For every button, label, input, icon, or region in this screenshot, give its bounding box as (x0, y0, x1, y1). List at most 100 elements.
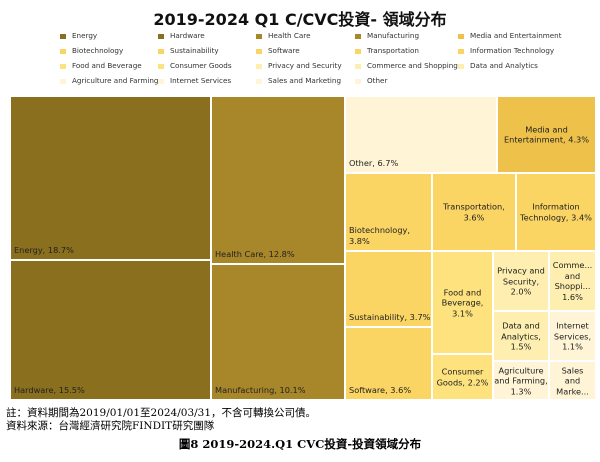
treemap-tile-health-care: Health Care, 12.8% (211, 96, 345, 264)
footer-note: 註：資料期間為2019/01/01至2024/03/31，不含可轉換公司債。 (6, 407, 317, 419)
treemap-tile-label: Agriculture and Farming, 1.3% (494, 364, 548, 396)
legend-item: Internet Services (158, 75, 231, 87)
legend-swatch (458, 63, 464, 69)
legend-item: Biotechnology (60, 45, 123, 57)
treemap-tile-label: Transportation, 3.6% (443, 201, 505, 223)
legend-item: Privacy and Security (256, 60, 342, 72)
legend-label: Internet Services (170, 76, 232, 85)
legend-item: Sustainability (158, 45, 219, 57)
legend-swatch (60, 78, 66, 84)
treemap-tile-label: Internet Services, 1.1% (553, 320, 592, 352)
legend-swatch (256, 33, 262, 39)
treemap-tile-other: Other, 6.7% (345, 96, 497, 173)
legend-item: Manufacturing (355, 30, 419, 42)
legend-swatch (256, 63, 262, 69)
legend-swatch (458, 48, 464, 54)
legend-label: Health Care (268, 31, 311, 40)
legend-label: Sustainability (170, 46, 219, 55)
treemap-tile-label: Media and Entertainment, 4.3% (503, 124, 590, 145)
legend-label: Information Technology (470, 46, 555, 55)
legend-label: Software (268, 46, 300, 55)
legend-label: Hardware (170, 31, 205, 40)
legend-swatch (60, 63, 66, 69)
legend-swatch (60, 33, 66, 39)
legend-label: Commerce and Shopping (367, 61, 458, 70)
treemap-tile-data-and-analytics: Data and Analytics, 1.5% (493, 311, 549, 361)
treemap-tile-manufacturing: Manufacturing, 10.1% (211, 264, 345, 400)
legend-item: Health Care (256, 30, 311, 42)
treemap-chart: Energy, 18.7% Hardware, 15.5% Health Care,… (10, 96, 596, 400)
legend-swatch (458, 33, 464, 39)
legend-item: Hardware (158, 30, 205, 42)
legend-swatch (158, 78, 164, 84)
legend-swatch (355, 33, 361, 39)
treemap-tile-food-and-beverage: Food and Beverage, 3.1% (432, 251, 493, 354)
treemap-tile-label: Data and Analytics, 1.5% (501, 320, 541, 352)
treemap-tile-label: Health Care, 12.8% (215, 248, 295, 259)
legend-label: Biotechnology (72, 46, 124, 55)
treemap-tile-label: Comme... and Shoppi... 1.6% (552, 260, 593, 302)
legend-item: Sales and Marketing (256, 75, 341, 87)
treemap-tile-energy: Energy, 18.7% (10, 96, 211, 260)
legend-label: Other (367, 76, 388, 85)
legend-label: Data and Analytics (470, 61, 538, 70)
treemap-tile-label: Sustainability, 3.7% (349, 311, 431, 322)
legend-label: Manufacturing (367, 31, 420, 40)
legend-swatch (60, 48, 66, 54)
treemap-tile-label: Privacy and Security, 2.0% (497, 265, 545, 297)
legend-swatch (355, 63, 361, 69)
treemap-tile-label: Sales and Marke... (556, 364, 589, 396)
treemap-tile-label: Energy, 18.7% (14, 244, 74, 255)
treemap-tile-information-technology: Information Technology, 3.4% (516, 173, 596, 251)
legend-label: Privacy and Security (268, 61, 342, 70)
treemap-tile-biotechnology: Biotechnology, 3.8% (345, 173, 432, 251)
legend-item: Media and Entertainment (458, 30, 562, 42)
legend-item: Software (256, 45, 300, 57)
legend-item: Data and Analytics (458, 60, 538, 72)
figure-caption: 圖8 2019-2024.Q1 CVC投資-投資領域分布 (178, 437, 422, 451)
treemap-tile-sustainability: Sustainability, 3.7% (345, 251, 432, 327)
treemap-tile-consumer-goods: Consumer Goods, 2.2% (432, 354, 493, 400)
treemap-tile-label: Hardware, 15.5% (14, 384, 85, 395)
legend-swatch (158, 63, 164, 69)
legend-item: Other (355, 75, 387, 87)
treemap-tile-software: Software, 3.6% (345, 327, 432, 400)
legend-label: Agriculture and Farming (72, 76, 159, 85)
treemap-tile-transportation: Transportation, 3.6% (432, 173, 516, 251)
legend-item: Commerce and Shopping (355, 60, 458, 72)
footer-source: 資料來源：台灣經濟研究院FINDIT研究團隊 (6, 420, 215, 432)
legend-item: Transportation (355, 45, 419, 57)
treemap-tile-label: Other, 6.7% (349, 157, 399, 168)
legend-label: Energy (72, 31, 98, 40)
treemap-tile-privacy-and-security: Privacy and Security, 2.0% (493, 251, 549, 311)
treemap-tile-media-and-entertainment: Media and Entertainment, 4.3% (497, 96, 596, 173)
legend-item: Energy (60, 30, 97, 42)
legend-label: Consumer Goods (170, 61, 232, 70)
legend-item: Agriculture and Farming (60, 75, 158, 87)
treemap-tile-hardware: Hardware, 15.5% (10, 260, 211, 400)
legend-label: Transportation (367, 46, 419, 55)
treemap-tile-label: Food and Beverage, 3.1% (441, 286, 484, 318)
treemap-tile-internet-services: Internet Services, 1.1% (549, 311, 596, 361)
legend-swatch (158, 48, 164, 54)
legend-swatch (158, 33, 164, 39)
legend-item: Food and Beverage (60, 60, 142, 72)
legend-swatch (355, 78, 361, 84)
legend-swatch (256, 78, 262, 84)
treemap-tile-label: Software, 3.6% (349, 384, 412, 395)
legend-label: Media and Entertainment (470, 31, 562, 40)
chart-legend: Energy Hardware Health Care Manufacturing Me… (60, 30, 580, 92)
legend-swatch (256, 48, 262, 54)
legend-item: Consumer Goods (158, 60, 232, 72)
treemap-tile-commerce-and-shopping: Comme... and Shoppi... 1.6% (549, 251, 596, 311)
treemap-tile-label: Information Technology, 3.4% (520, 201, 592, 223)
chart-title: 2019-2024 Q1 C/CVC投資- 領域分布 (153, 10, 447, 29)
treemap-tile-agriculture-and-farming: Agriculture and Farming, 1.3% (493, 361, 549, 400)
treemap-tile-label: Manufacturing, 10.1% (215, 384, 306, 395)
legend-label: Food and Beverage (72, 61, 142, 70)
treemap-tile-label: Consumer Goods, 2.2% (436, 366, 489, 388)
treemap-tile-label: Biotechnology, 3.8% (349, 225, 410, 246)
legend-label: Sales and Marketing (268, 76, 342, 85)
treemap-tile-sales-and-marketing: Sales and Marke... (549, 361, 596, 400)
legend-swatch (355, 48, 361, 54)
